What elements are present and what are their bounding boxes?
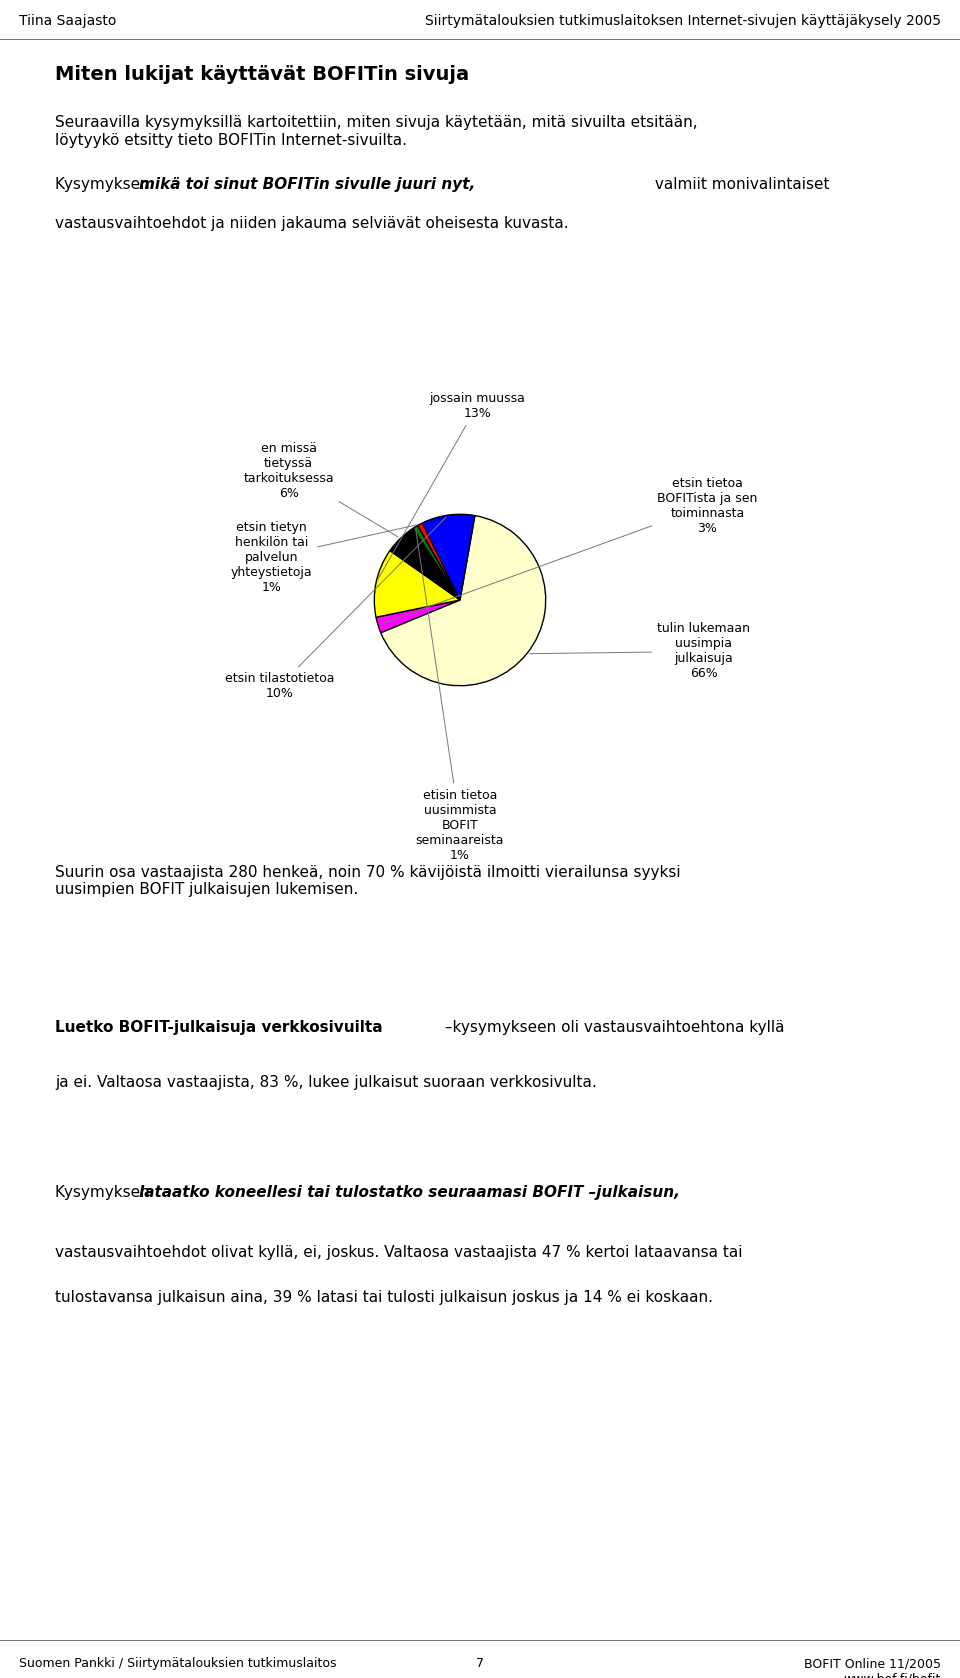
Text: BOFIT Online 11/2005
www.bof.fi/bofit: BOFIT Online 11/2005 www.bof.fi/bofit <box>804 1658 941 1678</box>
Text: Suurin osa vastaajista 280 henkeä, noin 70 % kävijöistä ilmoitti vierailunsa syy: Suurin osa vastaajista 280 henkeä, noin … <box>55 864 681 898</box>
Text: etsin tietyn
henkilön tai
palvelun
yhteystietoja
1%: etsin tietyn henkilön tai palvelun yhtey… <box>230 520 418 594</box>
Text: etsin tietoa
BOFITista ja sen
toiminnasta
3%: etsin tietoa BOFITista ja sen toiminnast… <box>381 477 757 624</box>
Text: vastausvaihtoehdot ja niiden jakauma selviävät oheisesta kuvasta.: vastausvaihtoehdot ja niiden jakauma sel… <box>55 216 568 232</box>
Text: Luetko BOFIT-julkaisuja verkkosivuilta: Luetko BOFIT-julkaisuja verkkosivuilta <box>55 1020 383 1035</box>
Wedge shape <box>413 525 460 601</box>
Text: Kysymyksen: Kysymyksen <box>55 1185 155 1200</box>
Text: ja ei. Valtaosa vastaajista, 83 %, lukee julkaisut suoraan verkkosivulta.: ja ei. Valtaosa vastaajista, 83 %, lukee… <box>55 1076 597 1091</box>
Text: jossain muussa
13%: jossain muussa 13% <box>377 393 525 581</box>
Wedge shape <box>418 524 460 601</box>
Text: Siirtymätalouksien tutkimuslaitoksen Internet-sivujen käyttäjäkysely 2005: Siirtymätalouksien tutkimuslaitoksen Int… <box>424 13 941 29</box>
Wedge shape <box>376 601 460 633</box>
Wedge shape <box>390 529 460 601</box>
Text: etsin tilastotietoa
10%: etsin tilastotietoa 10% <box>226 517 446 700</box>
Wedge shape <box>422 513 475 601</box>
Text: vastausvaihtoehdot olivat kyllä, ei, joskus. Valtaosa vastaajista 47 % kertoi la: vastausvaihtoehdot olivat kyllä, ei, jos… <box>55 1245 742 1260</box>
Text: valmiit monivalintaiset: valmiit monivalintaiset <box>650 176 829 191</box>
Text: mikä toi sinut BOFITin sivulle juuri nyt,: mikä toi sinut BOFITin sivulle juuri nyt… <box>139 176 475 191</box>
Text: Tiina Saajasto: Tiina Saajasto <box>19 13 116 29</box>
Text: Kysymyksen: Kysymyksen <box>55 176 155 191</box>
Wedge shape <box>381 515 545 686</box>
Text: en missä
tietyssä
tarkoituksessa
6%: en missä tietyssä tarkoituksessa 6% <box>243 443 398 537</box>
Text: lataatko koneellesi tai tulostatko seuraamasi BOFIT –julkaisun,: lataatko koneellesi tai tulostatko seura… <box>139 1185 680 1200</box>
Text: Suomen Pankki / Siirtymätalouksien tutkimuslaitos: Suomen Pankki / Siirtymätalouksien tutki… <box>19 1658 337 1670</box>
Text: Miten lukijat käyttävät BOFITin sivuja: Miten lukijat käyttävät BOFITin sivuja <box>55 65 469 84</box>
Text: 7: 7 <box>476 1658 484 1670</box>
Wedge shape <box>374 550 460 618</box>
Text: etisin tietoa
uusimmista
BOFIT
seminaareista
1%: etisin tietoa uusimmista BOFIT seminaare… <box>416 530 504 861</box>
Text: Seuraavilla kysymyksillä kartoitettiin, miten sivuja käytetään, mitä sivuilta et: Seuraavilla kysymyksillä kartoitettiin, … <box>55 116 698 148</box>
Text: tulin lukemaan
uusimpia
julkaisuja
66%: tulin lukemaan uusimpia julkaisuja 66% <box>530 623 750 680</box>
Text: –kysymykseen oli vastausvaihtoehtona kyllä: –kysymykseen oli vastausvaihtoehtona kyl… <box>440 1020 784 1035</box>
Text: tulostavansa julkaisun aina, 39 % latasi tai tulosti julkaisun joskus ja 14 % ei: tulostavansa julkaisun aina, 39 % latasi… <box>55 1290 713 1305</box>
